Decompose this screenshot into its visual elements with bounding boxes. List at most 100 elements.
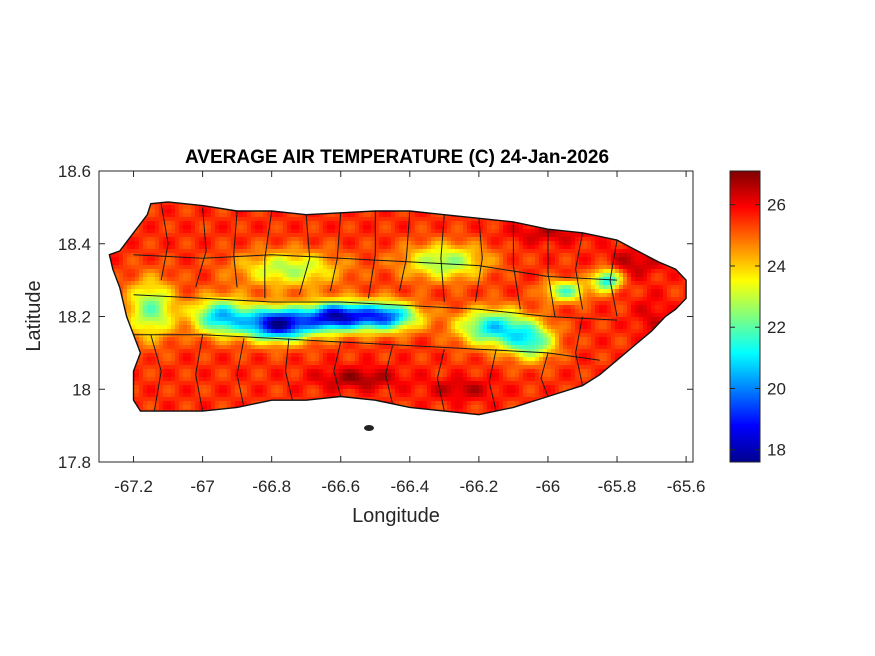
heat-cell	[563, 257, 568, 262]
heat-cell	[583, 313, 588, 318]
heat-cell	[375, 313, 380, 318]
heat-cell	[627, 277, 632, 282]
heat-cell	[207, 321, 212, 326]
heat-cell	[603, 329, 608, 334]
heat-cell	[619, 297, 624, 302]
heat-cell	[235, 241, 240, 246]
heat-cell	[619, 265, 624, 270]
heat-cell	[243, 257, 248, 262]
heat-cell	[483, 233, 488, 238]
heat-cell	[207, 325, 212, 330]
heat-cell	[507, 229, 512, 234]
heat-cell	[355, 309, 360, 314]
heat-cell	[271, 293, 276, 298]
heat-cell	[319, 293, 324, 298]
heat-cell	[619, 309, 624, 314]
heat-cell	[215, 293, 220, 298]
heat-cell	[299, 241, 304, 246]
heat-cell	[575, 297, 580, 302]
heat-cell	[619, 273, 624, 278]
heat-cell	[523, 237, 528, 242]
heat-cell	[195, 269, 200, 274]
heat-cell	[411, 297, 416, 302]
heat-cell	[323, 333, 328, 338]
heat-cell	[563, 321, 568, 326]
heat-cell	[295, 217, 300, 222]
heat-cell	[143, 333, 148, 338]
heat-cell	[507, 237, 512, 242]
heat-cell	[179, 233, 184, 238]
heat-cell	[519, 313, 524, 318]
heat-cell	[379, 329, 384, 334]
heat-cell	[151, 209, 156, 214]
heat-cell	[243, 277, 248, 282]
heat-cell	[311, 277, 316, 282]
heat-cell	[571, 289, 576, 294]
heat-cell	[235, 297, 240, 302]
heat-cell	[395, 281, 400, 286]
heat-cell	[599, 265, 604, 270]
heat-cell	[511, 321, 516, 326]
heat-cell	[535, 245, 540, 250]
heat-cell	[127, 265, 132, 270]
heat-cell	[579, 305, 584, 310]
heat-cell	[275, 293, 280, 298]
heat-cell	[591, 293, 596, 298]
heat-cell	[427, 245, 432, 250]
heat-cell	[639, 273, 644, 278]
heat-cell	[635, 293, 640, 298]
heat-cell	[491, 265, 496, 270]
heat-cell	[351, 293, 356, 298]
heat-cell	[323, 261, 328, 266]
heat-cell	[243, 217, 248, 222]
heat-cell	[315, 241, 320, 246]
heat-cell	[591, 313, 596, 318]
heat-cell	[183, 213, 188, 218]
heat-cell	[159, 321, 164, 326]
heat-cell	[319, 233, 324, 238]
heat-cell	[491, 285, 496, 290]
heat-cell	[591, 273, 596, 278]
heat-cell	[463, 257, 468, 262]
heat-cell	[287, 249, 292, 254]
heat-cell	[323, 225, 328, 230]
heat-cell	[451, 269, 456, 274]
heat-cell	[623, 313, 628, 318]
heat-cell	[587, 241, 592, 246]
heat-cell	[331, 325, 336, 330]
heat-cell	[431, 229, 436, 234]
heat-cell	[523, 325, 528, 330]
heat-cell	[259, 233, 264, 238]
heat-cell	[355, 321, 360, 326]
heat-cell	[227, 217, 232, 222]
heat-cell	[239, 249, 244, 254]
heat-cell	[547, 321, 552, 326]
heat-cell	[599, 237, 604, 242]
heat-cell	[539, 245, 544, 250]
heat-cell	[195, 233, 200, 238]
heat-cell	[267, 325, 272, 330]
heat-cell	[403, 273, 408, 278]
heat-cell	[307, 261, 312, 266]
heat-cell	[607, 273, 612, 278]
heat-cell	[247, 333, 252, 338]
heat-cell	[203, 217, 208, 222]
heat-cell	[255, 301, 260, 306]
heat-cell	[363, 277, 368, 282]
heat-cell	[287, 269, 292, 274]
heat-cell	[551, 249, 556, 254]
heat-cell	[139, 229, 144, 234]
heat-cell	[527, 253, 532, 258]
heat-cell	[291, 213, 296, 218]
heat-cell	[159, 257, 164, 262]
heat-cell	[471, 309, 476, 314]
heat-cell	[199, 309, 204, 314]
heat-cell	[507, 253, 512, 258]
heat-cell	[303, 317, 308, 322]
heat-cell	[439, 293, 444, 298]
heat-cell	[487, 269, 492, 274]
heat-cell	[147, 265, 152, 270]
heat-cell	[487, 313, 492, 318]
heat-cell	[295, 245, 300, 250]
heat-cell	[675, 273, 680, 278]
